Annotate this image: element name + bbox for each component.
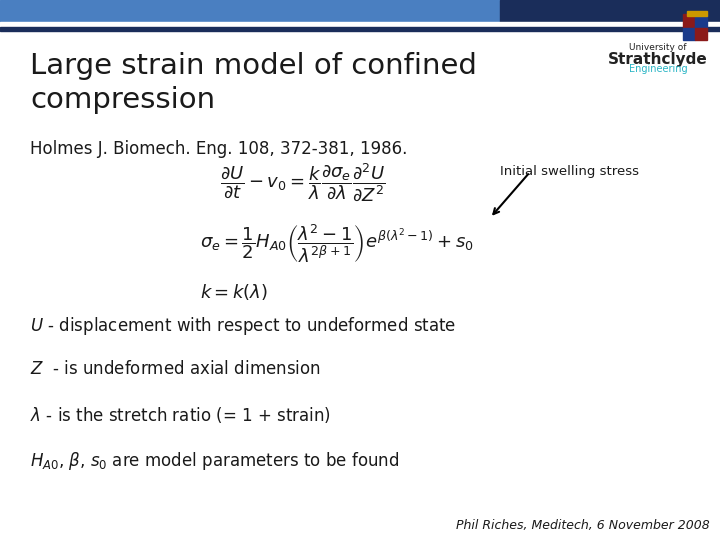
Text: Initial swelling stress: Initial swelling stress [500, 165, 639, 178]
Text: Holmes J. Biomech. Eng. 108, 372-381, 1986.: Holmes J. Biomech. Eng. 108, 372-381, 19… [30, 140, 408, 158]
Bar [0, 0, 720, 22]
Bar [687, 11, 707, 16]
Bar [683, 28, 695, 40]
Bar [683, 14, 695, 28]
Text: $U$ - displacement with respect to undeformed state: $U$ - displacement with respect to undef… [30, 315, 456, 337]
Text: Strathclyde: Strathclyde [608, 52, 708, 67]
Text: Phil Riches, Meditech, 6 November 2008: Phil Riches, Meditech, 6 November 2008 [456, 519, 710, 532]
Text: University of: University of [629, 43, 687, 52]
Text: Engineering: Engineering [629, 64, 688, 74]
Bar [695, 14, 707, 28]
Text: $Z$  - is undeformed axial dimension: $Z$ - is undeformed axial dimension [30, 360, 320, 378]
Bar [0, 27, 720, 31]
Text: $H_{A0}$, $\beta$, $s_0$ are model parameters to be found: $H_{A0}$, $\beta$, $s_0$ are model param… [30, 450, 400, 472]
Text: $\lambda$ - is the stretch ratio (= 1 + strain): $\lambda$ - is the stretch ratio (= 1 + … [30, 405, 330, 425]
Bar [0, 22, 720, 27]
Bar [695, 28, 707, 40]
Text: Large strain model of confined
compression: Large strain model of confined compressi… [30, 52, 477, 113]
Text: $\dfrac{\partial U}{\partial t} - v_0 = \dfrac{k}{\lambda} \dfrac{\partial \sigm: $\dfrac{\partial U}{\partial t} - v_0 = … [220, 162, 386, 204]
Text: $\sigma_e = \dfrac{1}{2} H_{A0} \left( \dfrac{\lambda^2 - 1}{\lambda^{2\beta+1}}: $\sigma_e = \dfrac{1}{2} H_{A0} \left( \… [200, 222, 474, 265]
Text: $k = k(\lambda)$: $k = k(\lambda)$ [200, 282, 268, 302]
Bar [500, 0, 720, 22]
